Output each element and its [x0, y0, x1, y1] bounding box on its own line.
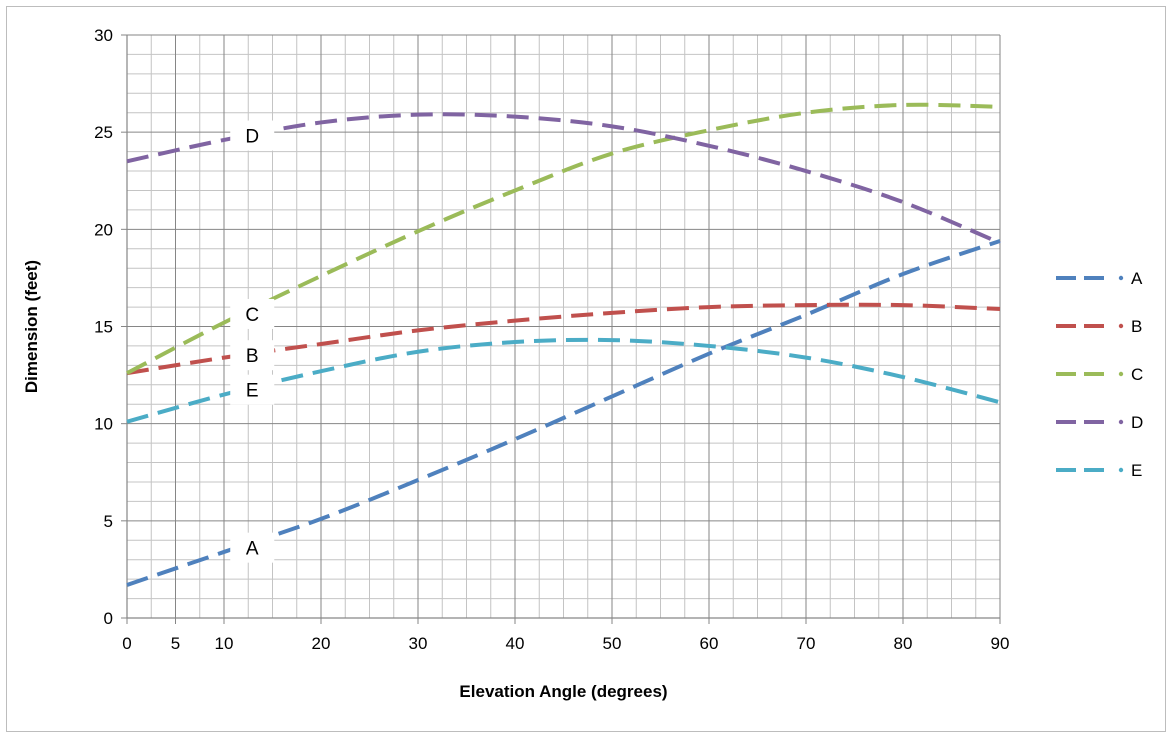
x-tick-label: 10 — [215, 634, 234, 653]
curve-label-b: B — [246, 346, 259, 367]
y-tick-label: 20 — [94, 220, 113, 239]
series-line-c — [126, 102, 1001, 375]
curve-label-a: A — [246, 539, 259, 560]
axes — [121, 34, 1001, 624]
curve-label-d: D — [245, 127, 259, 148]
series-line-a — [126, 239, 1001, 587]
x-tick-label: 50 — [603, 634, 622, 653]
legend-marker-b — [1118, 323, 1124, 329]
series-line-d — [126, 112, 1001, 245]
legend: A B C D E — [1056, 269, 1143, 480]
legend-marker-c — [1118, 371, 1124, 377]
x-tick-label: 0 — [122, 634, 131, 653]
y-tick-labels: 0 5 10 15 20 25 30 — [94, 26, 113, 628]
x-tick-labels: 0 5 10 20 30 40 50 60 70 80 90 — [122, 634, 1009, 653]
x-tick-label: 5 — [171, 634, 180, 653]
legend-marker-a — [1118, 275, 1124, 281]
legend-label-e: E — [1131, 461, 1142, 480]
y-axis-title: Dimension (feet) — [22, 260, 41, 393]
x-tick-label: 90 — [991, 634, 1010, 653]
curve-label-box-b — [230, 340, 275, 371]
curve-label-box-d — [230, 120, 275, 151]
curve-label-box-c — [230, 298, 275, 329]
y-tick-label: 5 — [104, 512, 113, 531]
x-tick-label: 70 — [797, 634, 816, 653]
y-tick-label: 15 — [94, 318, 113, 337]
y-tick-label: 25 — [94, 123, 113, 142]
y-tick-label: 0 — [104, 609, 113, 628]
curve-labels: A BC D E — [230, 120, 275, 563]
x-tick-label: 30 — [409, 634, 428, 653]
x-axis-title: Elevation Angle (degrees) — [459, 682, 667, 701]
legend-label-c: C — [1131, 365, 1143, 384]
x-tick-label: 80 — [894, 634, 913, 653]
x-tick-label: 40 — [506, 634, 525, 653]
legend-label-a: A — [1131, 269, 1143, 288]
y-tick-label: 30 — [94, 26, 113, 45]
curve-label-box-a — [230, 532, 275, 563]
x-tick-label: 60 — [700, 634, 719, 653]
legend-label-b: B — [1131, 317, 1142, 336]
curve-label-e: E — [246, 381, 259, 402]
legend-label-d: D — [1131, 413, 1143, 432]
x-tick-label: 20 — [312, 634, 331, 653]
curve-label-box-e — [230, 374, 275, 405]
curve-label-c: C — [245, 305, 259, 326]
legend-marker-e — [1118, 467, 1124, 473]
legend-marker-d — [1118, 419, 1124, 425]
y-tick-label: 10 — [94, 415, 113, 434]
